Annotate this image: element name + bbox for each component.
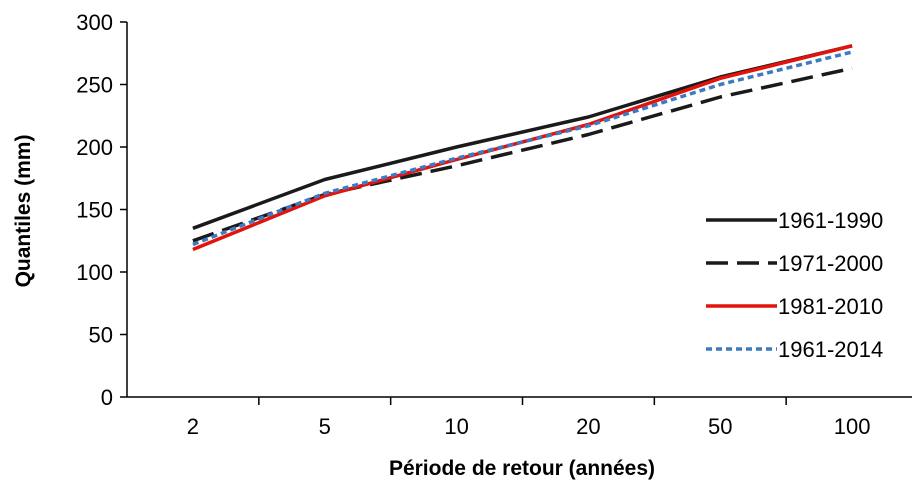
- y-tick-label: 0: [101, 385, 113, 410]
- x-tick-label: 100: [834, 414, 871, 439]
- legend-label: 1981-2010: [778, 294, 883, 319]
- x-axis-title: Période de retour (années): [389, 457, 655, 480]
- y-tick-label: 200: [76, 135, 113, 160]
- legend-label: 1971-2000: [778, 251, 883, 276]
- series-line-1961-2014: [192, 50, 853, 247]
- y-tick-label: 150: [76, 198, 113, 223]
- x-axis-ticks: 2 5 10 20 50 100: [187, 397, 871, 439]
- y-tick-label: 50: [89, 323, 113, 348]
- x-tick-label: 10: [444, 414, 468, 439]
- series-line-1961-1990: [192, 44, 853, 230]
- x-tick-label: 50: [708, 414, 732, 439]
- axes: [126, 22, 912, 398]
- y-tick-label: 250: [76, 73, 113, 98]
- series-lines: [192, 44, 853, 252]
- x-tick-label: 2: [187, 414, 199, 439]
- x-tick-label: 5: [319, 414, 331, 439]
- legend-label: 1961-1990: [778, 208, 883, 233]
- x-tick-label: 20: [576, 414, 600, 439]
- y-tick-label: 100: [76, 260, 113, 285]
- y-axis-title: Quantiles (mm): [12, 135, 35, 288]
- legend-label: 1961-2014: [778, 337, 883, 362]
- series-line-1971-2000: [192, 66, 853, 243]
- y-axis-ticks: 0 50 100 150 200 250 300: [76, 10, 127, 410]
- legend: 1961-1990 1971-2000 1981-2010 1961-2014: [706, 208, 883, 362]
- y-tick-label: 300: [76, 10, 113, 35]
